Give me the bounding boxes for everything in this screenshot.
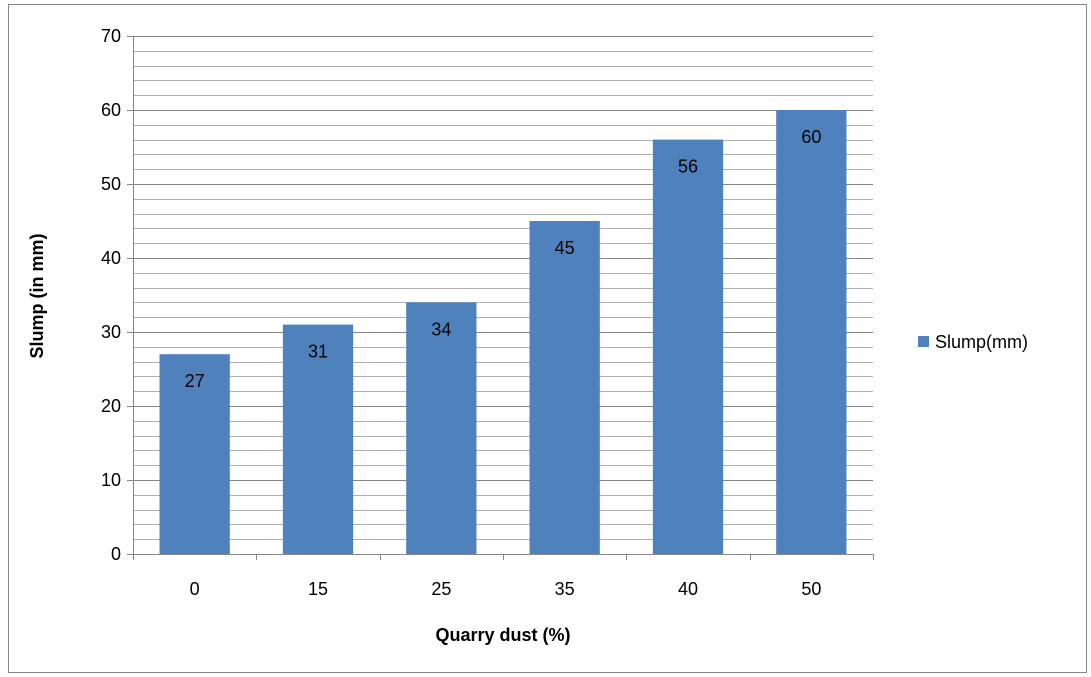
x-tick-label: 35 [555, 579, 575, 599]
data-label: 60 [801, 127, 821, 147]
data-label: 31 [308, 342, 328, 362]
gridlines [133, 36, 873, 555]
data-label: 45 [555, 238, 575, 258]
bar [406, 302, 477, 554]
data-label: 56 [678, 157, 698, 177]
y-tick-label: 20 [101, 396, 121, 416]
x-tick-label: 50 [801, 579, 821, 599]
y-tick-label: 50 [101, 174, 121, 194]
y-tick-label: 40 [101, 248, 121, 268]
axes [127, 36, 874, 560]
y-tick-label: 60 [101, 100, 121, 120]
bar [282, 324, 354, 554]
data-labels: 27 31 34 45 56 60 [185, 127, 822, 391]
data-label: 34 [431, 319, 451, 339]
bars [159, 110, 847, 554]
y-axis-title: Slump (in mm) [27, 233, 47, 358]
x-axis-title: Quarry dust (%) [435, 625, 570, 645]
bar [159, 354, 230, 554]
bar [529, 221, 600, 554]
bar [776, 110, 847, 554]
legend-label: Slump(mm) [935, 332, 1028, 352]
y-tick-label: 0 [111, 544, 121, 564]
x-tick-label: 25 [431, 579, 451, 599]
x-tick-label: 0 [190, 579, 200, 599]
y-tick-label: 10 [101, 470, 121, 490]
data-label: 27 [185, 371, 205, 391]
x-tick-label: 15 [308, 579, 328, 599]
bar [652, 139, 724, 554]
x-tick-label: 40 [678, 579, 698, 599]
y-tick-labels: 0 10 20 30 40 50 60 70 [101, 26, 121, 564]
legend: Slump(mm) [918, 332, 1028, 352]
legend-swatch [918, 336, 929, 347]
y-tick-label: 70 [101, 26, 121, 46]
x-tick-labels: 0 15 25 35 40 50 [190, 579, 822, 599]
y-tick-label: 30 [101, 322, 121, 342]
